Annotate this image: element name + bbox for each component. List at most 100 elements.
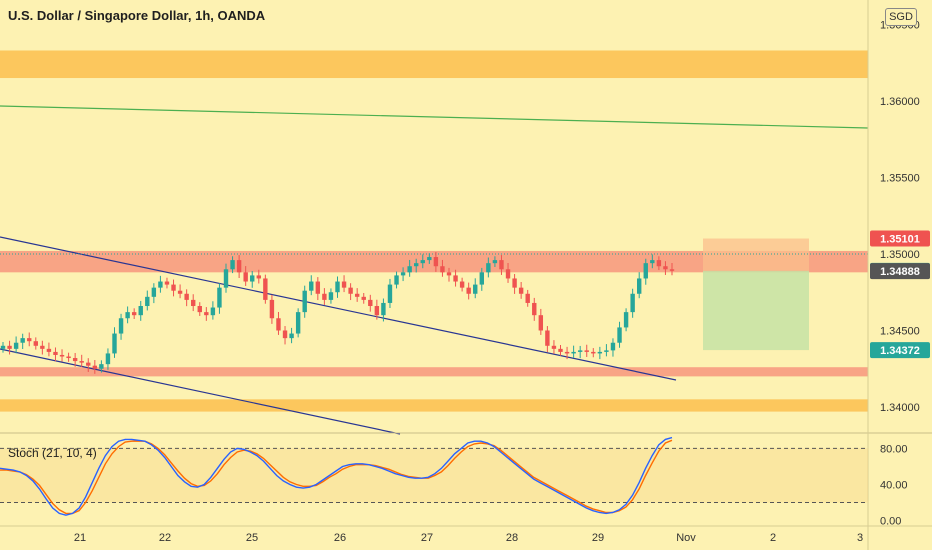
candle-body: [669, 269, 675, 271]
candle-body: [27, 338, 32, 342]
time-tick-label: 28: [506, 532, 518, 544]
price-tick-label: 1.35500: [880, 172, 920, 184]
zones-layer: [0, 50, 868, 412]
candle-body: [571, 351, 576, 354]
price-badge: [870, 230, 930, 247]
candle-body: [295, 312, 301, 334]
candle-body: [33, 341, 38, 346]
position-box: [703, 238, 809, 351]
zone-orange-3: [0, 399, 868, 412]
candle-body: [223, 269, 229, 288]
stoch-tick-label: 80.00: [880, 443, 908, 455]
stoch-k-line: [0, 436, 673, 516]
candle-body: [637, 278, 642, 294]
candle-body: [269, 299, 275, 319]
candle-body: [538, 315, 544, 331]
candle-body: [92, 365, 98, 369]
candle-body: [473, 284, 478, 294]
candle-body: [282, 330, 288, 339]
candle-body: [322, 293, 327, 300]
time-tick-label: 2: [770, 532, 776, 544]
candle-body: [558, 348, 563, 352]
candle-body: [499, 260, 504, 270]
price-tick-label: 1.34500: [880, 325, 920, 337]
candle-body: [545, 330, 550, 346]
candle-body: [591, 351, 596, 354]
lower-blue-trendline: [0, 348, 401, 435]
time-tick-label: 25: [246, 532, 258, 544]
candle-body: [335, 281, 340, 293]
candle-body: [171, 284, 176, 291]
stoch-axis[interactable]: 80.00 40.00 0.00: [880, 443, 908, 527]
stoch-tick-label: 0.00: [880, 516, 901, 528]
candle-body: [191, 299, 196, 307]
price-tick-label: 1.34000: [880, 402, 920, 414]
candle-body: [486, 263, 491, 273]
time-tick-label: 22: [159, 532, 171, 544]
candle-body: [59, 354, 65, 357]
candle-body: [623, 312, 629, 328]
candle-body: [243, 272, 248, 282]
candle-body: [492, 260, 498, 264]
candle-body: [440, 266, 445, 273]
candle-body: [217, 287, 222, 308]
take-profit-box: [703, 270, 809, 351]
price-badge: [870, 342, 930, 359]
candle-body: [604, 350, 609, 352]
candle-body: [354, 293, 360, 297]
upper-blue-trendline: [0, 236, 677, 381]
candle-body: [584, 350, 589, 352]
candle-body: [112, 333, 117, 354]
currency-button[interactable]: SGD: [885, 8, 917, 26]
candle-body: [256, 275, 261, 279]
candle-body: [236, 260, 242, 273]
candle-body: [164, 281, 170, 285]
candle-body: [197, 306, 202, 313]
candle-body: [125, 312, 130, 319]
candle-body: [53, 351, 58, 355]
zone-orange-0: [0, 50, 868, 79]
time-tick-label: 21: [74, 532, 86, 544]
candle-body: [158, 281, 163, 288]
time-tick-label: 26: [334, 532, 346, 544]
price-badge-label: 1.35101: [880, 234, 920, 246]
candle-body: [131, 312, 137, 316]
candle-body: [328, 292, 334, 300]
candle-body: [453, 275, 458, 282]
candle-body: [433, 257, 439, 267]
candle-body: [394, 275, 399, 285]
candle-body: [630, 293, 635, 313]
time-tick-label: 3: [857, 532, 863, 544]
candle-body: [400, 272, 406, 276]
candle-body: [105, 353, 111, 365]
candle-body: [663, 266, 668, 270]
candle-body: [184, 293, 189, 300]
stoch-label: Stoch (21, 10, 4): [8, 446, 97, 460]
candle-body: [276, 318, 281, 331]
candle-body: [525, 293, 530, 303]
candle-body: [210, 307, 216, 316]
time-axis[interactable]: 21 22 25 26 27 28 29 Nov 2 3: [74, 532, 863, 544]
candle-body: [86, 362, 91, 366]
chart-title: U.S. Dollar / Singapore Dollar, 1h, OAND…: [8, 8, 266, 23]
candle-body: [289, 333, 294, 339]
candle-body: [551, 345, 557, 349]
candle-body: [368, 299, 373, 307]
candle-body: [72, 358, 78, 362]
candle-body: [177, 290, 183, 294]
candle-body: [302, 290, 307, 313]
candle-body: [564, 351, 570, 354]
candle-body: [407, 266, 412, 273]
candle-body: [250, 275, 255, 282]
candle-body: [420, 260, 425, 264]
candle-body: [532, 302, 537, 316]
price-badge-label: 1.34372: [880, 345, 920, 357]
candle-body: [518, 287, 524, 294]
candle-body: [656, 260, 662, 267]
candle-body: [348, 287, 353, 294]
candle-body: [13, 342, 19, 349]
stoch-d-line: [0, 439, 673, 515]
